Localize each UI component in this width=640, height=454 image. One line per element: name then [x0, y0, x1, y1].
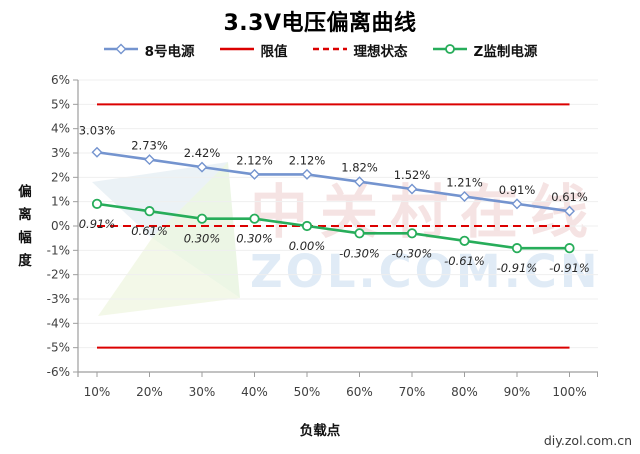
data-label: 3.03% — [79, 123, 116, 137]
legend-swatch-line-diamond-icon — [103, 41, 139, 60]
legend-swatch-solid-line-icon — [219, 41, 255, 60]
legend-swatch-dashed-line-icon — [312, 41, 348, 60]
watermark-text-en: ZOL.COM.CN — [250, 245, 601, 298]
x-tick-label: 100% — [552, 385, 586, 399]
diamond-marker-icon — [144, 154, 155, 166]
circle-marker-icon — [406, 228, 418, 239]
x-tick-label: 30% — [189, 385, 216, 399]
legend-item-ideal: 理想状态 — [312, 40, 408, 60]
legend-label: Z监制电源 — [473, 44, 538, 60]
legend-item-power8: 8号电源 — [103, 40, 195, 60]
circle-marker-icon — [564, 243, 575, 254]
diamond-marker-icon — [91, 146, 103, 158]
chart-title: 3.3V电压偏离曲线 — [223, 11, 417, 36]
circle-marker-icon — [301, 220, 313, 232]
data-label: 2.42% — [184, 146, 221, 160]
circle-marker-icon — [91, 198, 103, 209]
series-8号电源: 3.03% 2.73% 2.42% 2.12% 2.12% 1.82% 1.52% 1.21%… — [79, 123, 588, 217]
y-tick-label: 1% — [51, 195, 70, 209]
x-tick-label: 60% — [346, 385, 373, 399]
legend-label: 理想状态 — [353, 44, 408, 60]
y-tick-label: -6% — [47, 365, 70, 379]
data-label: 0.91% — [499, 183, 536, 197]
diamond-marker-icon — [564, 205, 575, 217]
svg-text:离: 离 — [18, 206, 32, 223]
axes: 6% 5% 4% 3% 2% 1% 0% -1% -2% -3% -4% -5% -6% 10% 20% 30… — [47, 73, 598, 399]
data-label: -0.30% — [392, 246, 433, 260]
y-tick-label: -4% — [47, 316, 70, 330]
diamond-marker-icon — [301, 168, 313, 180]
data-label: -0.61% — [444, 254, 485, 268]
data-label: -0.30% — [339, 246, 380, 260]
diamond-marker-icon — [459, 191, 470, 203]
series-Z监制电源: 0.91% 0.61% 0.30% 0.30% 0.00% -0.30% -0.30% -0.… — [79, 198, 590, 275]
legend-item-zmonitor: Z监制电源 — [432, 40, 538, 60]
data-label: 0.00% — [289, 239, 326, 253]
data-label: 2.73% — [131, 139, 168, 153]
circle-marker-icon — [511, 243, 523, 254]
chart-legend: 8号电源 限值 理想状态 Z监制电源 — [0, 40, 640, 60]
circle-marker-icon — [144, 206, 155, 217]
y-tick-label: 5% — [51, 97, 70, 111]
series-line — [95, 202, 571, 250]
y-tick-label: 3% — [51, 146, 70, 160]
y-tick-label: -1% — [47, 243, 70, 257]
data-label: 0.30% — [236, 232, 273, 246]
diamond-marker-icon — [406, 183, 418, 195]
x-tick-label: 40% — [241, 385, 268, 399]
circle-marker-icon — [196, 213, 208, 224]
legend-swatch-line-circle-icon — [432, 41, 468, 60]
diamond-marker-icon — [249, 168, 260, 180]
y-tick-label: -5% — [47, 341, 70, 355]
x-tick-label: 80% — [451, 385, 478, 399]
data-label: 2.12% — [289, 153, 326, 167]
legend-label: 8号电源 — [144, 44, 195, 60]
svg-text:偏: 偏 — [18, 183, 32, 200]
x-tick-label: 70% — [399, 385, 426, 399]
x-axis-title: 负载点 — [300, 422, 341, 439]
y-tick-label: 2% — [51, 170, 70, 184]
y-tick-label: -2% — [47, 268, 70, 282]
y-tick-label: 0% — [51, 219, 70, 233]
x-tick-label: 20% — [136, 385, 163, 399]
circle-marker-icon — [459, 235, 470, 246]
y-tick-label: 6% — [51, 73, 70, 87]
x-tick-label: 90% — [504, 385, 531, 399]
data-label: -0.91% — [549, 261, 590, 275]
y-tick-label: -3% — [47, 292, 70, 306]
data-label: 1.82% — [341, 161, 378, 175]
data-label: 2.12% — [236, 153, 273, 167]
data-label: -0.91% — [497, 261, 538, 275]
y-tick-label: 4% — [51, 122, 70, 136]
legend-label: 限值 — [260, 44, 288, 60]
circle-marker-icon — [354, 228, 365, 239]
data-label: 0.61% — [131, 224, 168, 238]
diamond-marker-icon — [196, 161, 208, 173]
diamond-marker-icon — [354, 176, 365, 188]
data-label: 0.30% — [184, 232, 221, 246]
data-label: 0.91% — [79, 217, 116, 231]
data-label: 1.21% — [446, 176, 483, 190]
legend-item-limit: 限值 — [219, 40, 288, 60]
circle-marker-icon — [249, 213, 260, 224]
series-line — [95, 150, 571, 213]
reference-lines — [97, 103, 570, 349]
data-label: 1.52% — [394, 168, 431, 182]
svg-text:幅: 幅 — [18, 229, 32, 246]
x-tick-label: 50% — [294, 385, 321, 399]
x-tick-label: 10% — [84, 385, 111, 399]
svg-text:度: 度 — [18, 252, 32, 269]
diamond-marker-icon — [511, 198, 523, 210]
footer-watermark-url: diy.zol.com.cn — [543, 433, 632, 448]
data-label: 0.61% — [551, 190, 588, 204]
